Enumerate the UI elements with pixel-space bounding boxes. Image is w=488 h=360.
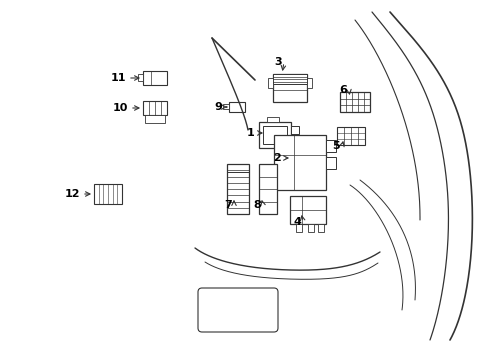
Bar bbox=[228, 102, 244, 112]
Text: 6: 6 bbox=[339, 85, 346, 95]
Text: 4: 4 bbox=[292, 217, 301, 227]
Bar bbox=[325, 157, 335, 169]
Bar bbox=[306, 78, 311, 88]
Bar bbox=[223, 104, 228, 109]
Bar bbox=[272, 74, 306, 102]
Bar bbox=[94, 184, 122, 204]
Text: 7: 7 bbox=[224, 200, 231, 210]
Bar bbox=[317, 224, 324, 232]
Text: 3: 3 bbox=[274, 57, 282, 67]
Text: 2: 2 bbox=[273, 153, 281, 163]
Bar bbox=[289, 196, 325, 224]
Bar bbox=[138, 74, 142, 81]
Bar bbox=[307, 224, 313, 232]
Text: 12: 12 bbox=[64, 189, 80, 199]
Bar bbox=[336, 127, 364, 145]
Bar bbox=[226, 164, 248, 214]
Bar bbox=[325, 140, 335, 152]
Bar bbox=[295, 224, 302, 232]
Bar bbox=[272, 74, 306, 84]
Bar bbox=[266, 117, 279, 122]
Bar bbox=[259, 164, 276, 214]
FancyBboxPatch shape bbox=[198, 288, 278, 332]
Bar bbox=[339, 92, 369, 112]
Text: 10: 10 bbox=[112, 103, 128, 113]
Bar bbox=[290, 136, 298, 144]
Bar bbox=[273, 135, 325, 190]
Bar bbox=[142, 101, 167, 115]
Text: 8: 8 bbox=[253, 200, 261, 210]
Text: 11: 11 bbox=[110, 73, 126, 83]
Bar bbox=[290, 126, 298, 134]
Text: 9: 9 bbox=[214, 102, 222, 112]
Text: 5: 5 bbox=[332, 141, 339, 151]
Bar bbox=[259, 122, 290, 148]
Bar bbox=[263, 126, 286, 144]
Bar bbox=[267, 78, 272, 88]
Text: 1: 1 bbox=[246, 128, 253, 138]
Bar bbox=[142, 71, 167, 85]
Bar bbox=[145, 115, 164, 123]
